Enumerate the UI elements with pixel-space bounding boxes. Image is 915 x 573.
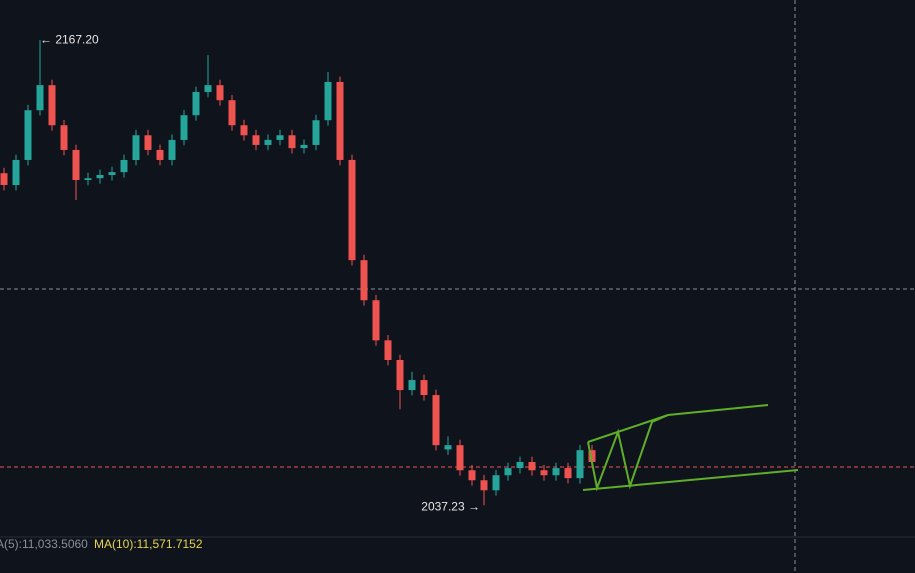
candle-body [48,85,56,126]
candle-body [540,470,548,476]
candle-body [576,450,584,479]
candle-body [456,445,464,471]
candle-body [120,159,128,173]
high-label: ← 2167.20 [40,32,99,46]
candle-body [24,110,32,160]
candle-body [312,120,320,145]
candle-body [132,135,140,160]
candle-body [96,174,104,179]
candle-body [384,340,392,361]
ma10-label: MA(10):11,571.7152 [94,537,203,551]
candle-body [60,125,68,150]
candle-body [240,125,248,136]
candle-body [516,461,524,469]
candle-body [480,480,488,491]
candle-body [108,172,116,175]
candle-body [144,135,152,150]
candle-body [528,461,536,471]
candle-body [396,360,404,391]
ma5-label: A(5):11,033.5060 [0,537,88,551]
candle-body [504,468,512,476]
candle-body [420,380,428,396]
candle-body [468,470,476,481]
candle-body [84,178,92,181]
candle-body [264,139,272,145]
candle-body [372,300,380,341]
candle-body [300,144,308,149]
candle-body [252,135,260,145]
candle-body [168,139,176,160]
trend-line [582,469,799,491]
candle-body [288,135,296,149]
candle-body [408,380,416,391]
candle-body [192,91,200,116]
candle-body [204,85,212,92]
candle-body [360,260,368,301]
candle-body [348,159,356,261]
pattern-drawing [582,404,799,492]
candle-body [276,135,284,140]
candle-body [336,81,344,160]
candles [0,40,596,506]
candle-body [444,445,452,450]
candle-body [564,468,572,479]
candle-body [588,450,596,462]
low-label: 2037.23 → [421,499,480,513]
zigzag-line [587,414,669,492]
candle-body [228,100,236,126]
candle-body [180,115,188,140]
candle-body [432,395,440,446]
candle-body [156,149,164,160]
candle-body [12,159,20,186]
candle-body [216,85,224,101]
candle-body [324,81,332,121]
candle-body [552,468,560,476]
candle-body [36,85,44,111]
candle-body [72,149,80,181]
candle-body [492,475,500,491]
candle-body [0,173,8,186]
